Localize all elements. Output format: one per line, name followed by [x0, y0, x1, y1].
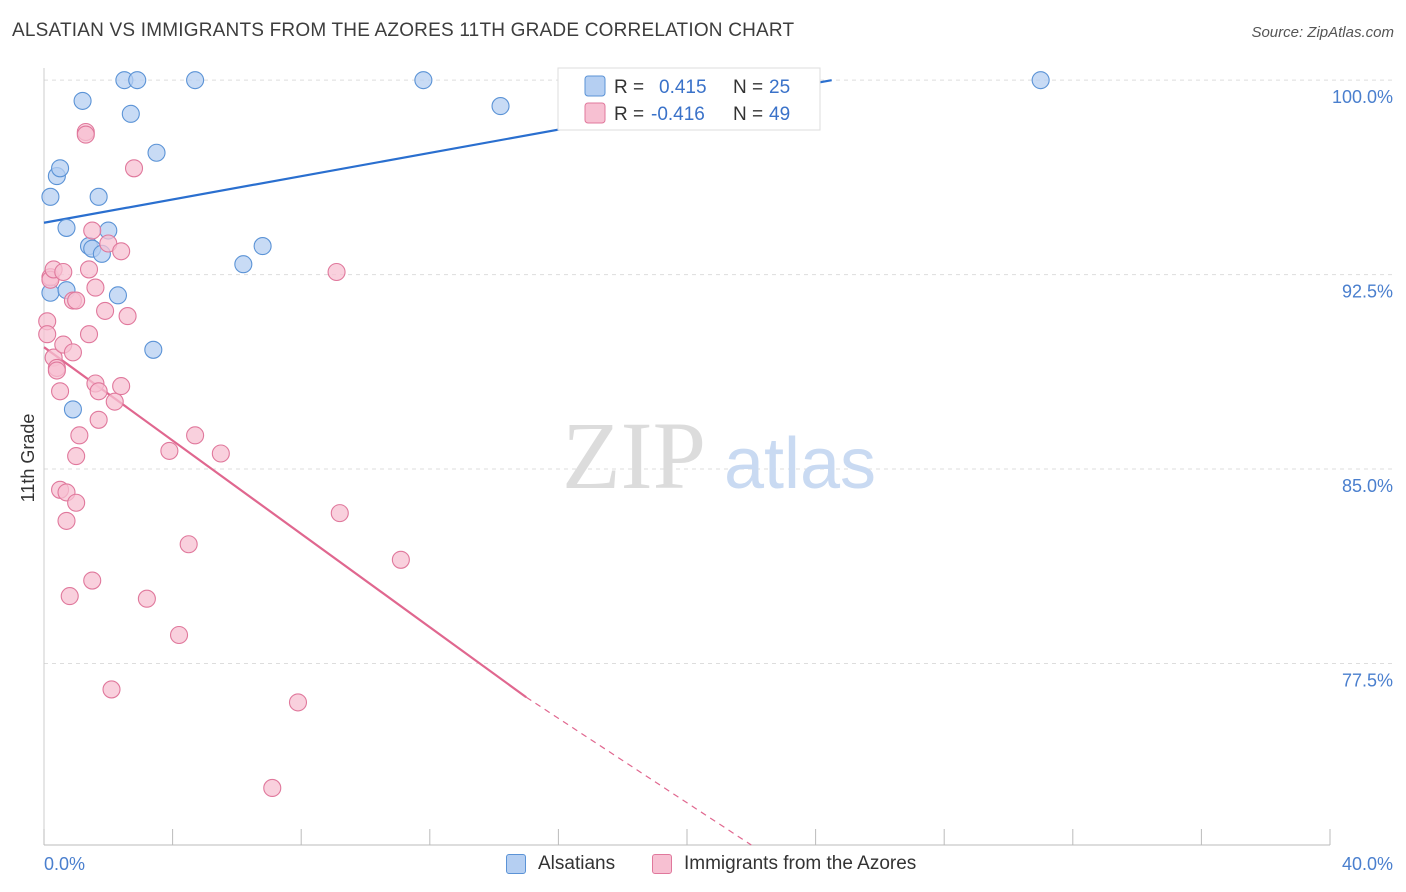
- x-tick-label: 40.0%: [1342, 854, 1393, 874]
- point-azores: [57, 511, 76, 530]
- point-alsatians: [147, 143, 166, 162]
- point-azores: [89, 382, 108, 401]
- point-alsatians: [128, 71, 147, 90]
- watermark-zip: ZIP: [562, 402, 706, 509]
- point-alsatians: [144, 340, 163, 359]
- legend-swatch-alsatians: [506, 854, 526, 874]
- point-alsatians: [41, 187, 60, 206]
- point-azores: [60, 587, 79, 606]
- y-tick-label: 92.5%: [1342, 282, 1393, 302]
- watermark: ZIP atlas: [562, 402, 876, 509]
- point-azores: [67, 493, 86, 512]
- legend-item-azores[interactable]: Immigrants from the Azores: [652, 852, 916, 876]
- point-azores: [86, 278, 105, 297]
- legend-r-value-alsatians: 0.415: [659, 77, 707, 98]
- point-azores: [112, 377, 131, 396]
- y-axis-title: 11th Grade: [18, 414, 38, 503]
- grid-layer: [44, 79, 1394, 665]
- legend-swatch-alsatians: [584, 75, 606, 97]
- point-alsatians: [63, 400, 82, 419]
- point-azores: [47, 361, 66, 380]
- point-alsatians: [1031, 71, 1050, 90]
- legend-r-label: R =: [614, 104, 644, 125]
- legend-r-label: R =: [614, 77, 644, 98]
- legend-swatch-azores: [652, 854, 672, 874]
- point-azores: [112, 242, 131, 261]
- point-alsatians: [121, 104, 140, 123]
- x-tick-label: 0.0%: [44, 854, 85, 874]
- points-layer: [38, 71, 1050, 798]
- point-azores: [391, 550, 410, 569]
- point-azores: [160, 441, 179, 460]
- point-azores: [211, 444, 230, 463]
- point-alsatians: [234, 255, 253, 274]
- point-azores: [79, 260, 99, 279]
- point-azores: [63, 343, 82, 362]
- point-alsatians: [51, 159, 70, 178]
- point-alsatians: [89, 187, 108, 206]
- point-azores: [67, 447, 86, 466]
- point-azores: [51, 382, 70, 401]
- point-azores: [263, 778, 282, 798]
- point-alsatians: [57, 218, 76, 237]
- point-azores: [105, 392, 124, 411]
- axis-layer: 100.0% 92.5% 85.0% 77.5% 0.0% 40.0%: [43, 68, 1393, 874]
- watermark-atlas: atlas: [724, 424, 876, 504]
- y-tick-label: 100.0%: [1332, 87, 1393, 107]
- y-tick-label: 77.5%: [1342, 671, 1393, 691]
- legend-label-alsatians: Alsatians: [538, 853, 616, 874]
- legend-n-label: N =: [733, 77, 763, 98]
- legend-item-alsatians[interactable]: Alsatians: [506, 852, 615, 876]
- point-azores: [186, 426, 205, 445]
- legend-n-value-alsatians: 25: [769, 77, 790, 98]
- legend-label-azores: Immigrants from the Azores: [684, 853, 917, 874]
- stats-legend: R = 0.415 N = 25 R = -0.416 N = 49: [557, 67, 821, 131]
- point-azores: [67, 291, 86, 310]
- chart-title: ALSATIAN VS IMMIGRANTS FROM THE AZORES 1…: [12, 20, 795, 41]
- y-tick-label: 85.0%: [1342, 476, 1393, 496]
- trendline-azores-extension: [525, 696, 752, 846]
- point-alsatians: [414, 71, 433, 90]
- legend-r-value-azores: -0.416: [651, 104, 705, 125]
- legend-n-label: N =: [733, 104, 763, 125]
- point-alsatians: [108, 286, 127, 305]
- point-azores: [96, 301, 115, 320]
- point-azores: [83, 221, 102, 240]
- point-azores: [118, 307, 137, 326]
- point-azores: [169, 625, 189, 645]
- point-azores: [102, 680, 121, 699]
- point-azores: [76, 125, 95, 144]
- point-azores: [83, 571, 102, 590]
- trendline-azores: [43, 346, 527, 699]
- point-azores: [79, 325, 99, 344]
- point-azores: [330, 504, 349, 523]
- point-alsatians: [186, 71, 205, 90]
- point-alsatians: [73, 91, 92, 110]
- point-azores: [38, 325, 57, 344]
- legend-n-value-azores: 49: [769, 104, 790, 125]
- point-alsatians: [253, 237, 272, 256]
- point-azores: [137, 589, 156, 608]
- point-azores: [124, 159, 144, 178]
- point-azores: [89, 410, 108, 429]
- chart-source: Source: ZipAtlas.com: [1251, 24, 1394, 41]
- legend-swatch-azores: [584, 102, 606, 124]
- point-alsatians: [491, 97, 510, 116]
- point-azores: [54, 262, 73, 282]
- trend-layer: [43, 79, 832, 846]
- point-azores: [70, 426, 89, 445]
- point-azores: [179, 535, 198, 554]
- point-azores: [327, 262, 346, 282]
- point-azores: [288, 693, 308, 712]
